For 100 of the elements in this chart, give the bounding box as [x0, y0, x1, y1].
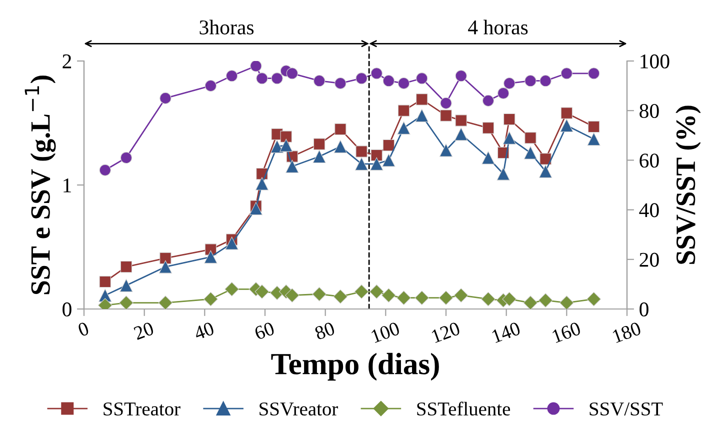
point: [356, 146, 368, 158]
point: [523, 296, 538, 309]
x-tick-label: 0: [77, 322, 90, 337]
point: [398, 77, 410, 90]
point: [250, 61, 262, 72]
y-tick-label: 2: [62, 54, 72, 68]
point: [204, 80, 217, 92]
legend-label: SSTefluente: [417, 402, 510, 416]
point: [370, 68, 382, 80]
point: [313, 138, 326, 150]
point: [587, 132, 600, 146]
point: [334, 140, 347, 154]
point: [334, 77, 346, 90]
point: [382, 288, 396, 303]
point: [370, 149, 382, 162]
point: [225, 236, 238, 250]
point: [454, 288, 468, 303]
point: [588, 68, 600, 80]
point: [312, 150, 326, 164]
point: [524, 132, 536, 144]
point: [204, 250, 218, 264]
y-tick-label: 1: [64, 178, 71, 192]
point: [370, 157, 384, 170]
point: [504, 113, 516, 126]
point: [416, 94, 428, 106]
point: [560, 68, 572, 80]
point: [438, 290, 454, 305]
point: [224, 282, 239, 296]
point: [119, 296, 134, 309]
y2-tick-label: 20: [640, 252, 659, 267]
point: [284, 288, 300, 303]
point: [482, 94, 494, 107]
point: [356, 72, 368, 84]
x-tick-label: 120: [431, 322, 461, 344]
point: [355, 157, 368, 170]
point: [312, 286, 326, 302]
point: [560, 296, 574, 309]
point: [249, 202, 262, 216]
x-tick-label: 180: [612, 322, 642, 344]
point: [99, 164, 111, 176]
point: [369, 284, 384, 299]
point: [540, 153, 552, 165]
point: [414, 290, 430, 305]
point: [382, 154, 396, 167]
y2-tick-label: 40: [639, 203, 659, 218]
y2-tick-label: 60: [640, 154, 659, 168]
point: [255, 177, 269, 190]
point: [524, 146, 537, 160]
x-tick-label: 80: [314, 322, 336, 340]
point: [482, 122, 494, 134]
point: [415, 109, 428, 122]
y2-tick-label: 80: [640, 104, 659, 118]
point: [454, 128, 468, 141]
point: [254, 284, 270, 299]
point: [502, 131, 516, 144]
x-tick-label: 140: [491, 322, 522, 344]
point: [286, 68, 298, 80]
point: [560, 118, 574, 132]
point: [398, 104, 410, 116]
text: 4 horas: [468, 20, 528, 34]
point: [482, 151, 495, 164]
legend-label: SSTreator: [104, 402, 180, 416]
x-tick-label: 60: [254, 322, 276, 340]
point: [439, 144, 453, 157]
point: [586, 292, 601, 306]
point: [256, 72, 268, 84]
point: [524, 75, 536, 87]
point: [120, 261, 132, 273]
point: [588, 120, 600, 133]
point: [120, 278, 133, 292]
point: [496, 167, 510, 180]
point: [158, 296, 173, 309]
point: [286, 160, 299, 173]
point: [313, 75, 326, 87]
legend-label: SSV/SST: [590, 402, 663, 416]
point: [158, 260, 172, 274]
x-axis-title: Tempo (dias): [271, 352, 439, 381]
point: [397, 121, 410, 134]
point: [99, 276, 111, 288]
y2-tick-label: 0: [640, 302, 648, 316]
point: [160, 252, 172, 264]
point: [354, 284, 369, 299]
y-axis-title: SST e SSV (g.L$^{−1}$): [24, 76, 56, 294]
point: [280, 138, 293, 152]
point: [455, 114, 467, 126]
point: [382, 75, 395, 87]
point: [382, 139, 395, 152]
y2-axis-title: SSV/SST (%): [676, 106, 701, 264]
point: [481, 292, 496, 306]
text: 3horas: [200, 20, 254, 34]
point: [560, 107, 572, 119]
point: [334, 123, 346, 136]
x-tick-label: 160: [552, 322, 582, 344]
point: [226, 70, 238, 82]
point: [440, 97, 452, 109]
y2-tick-label: 100: [640, 54, 670, 68]
point: [120, 152, 132, 164]
x-tick-label: 40: [193, 322, 215, 340]
point: [455, 70, 467, 82]
point: [440, 110, 452, 122]
